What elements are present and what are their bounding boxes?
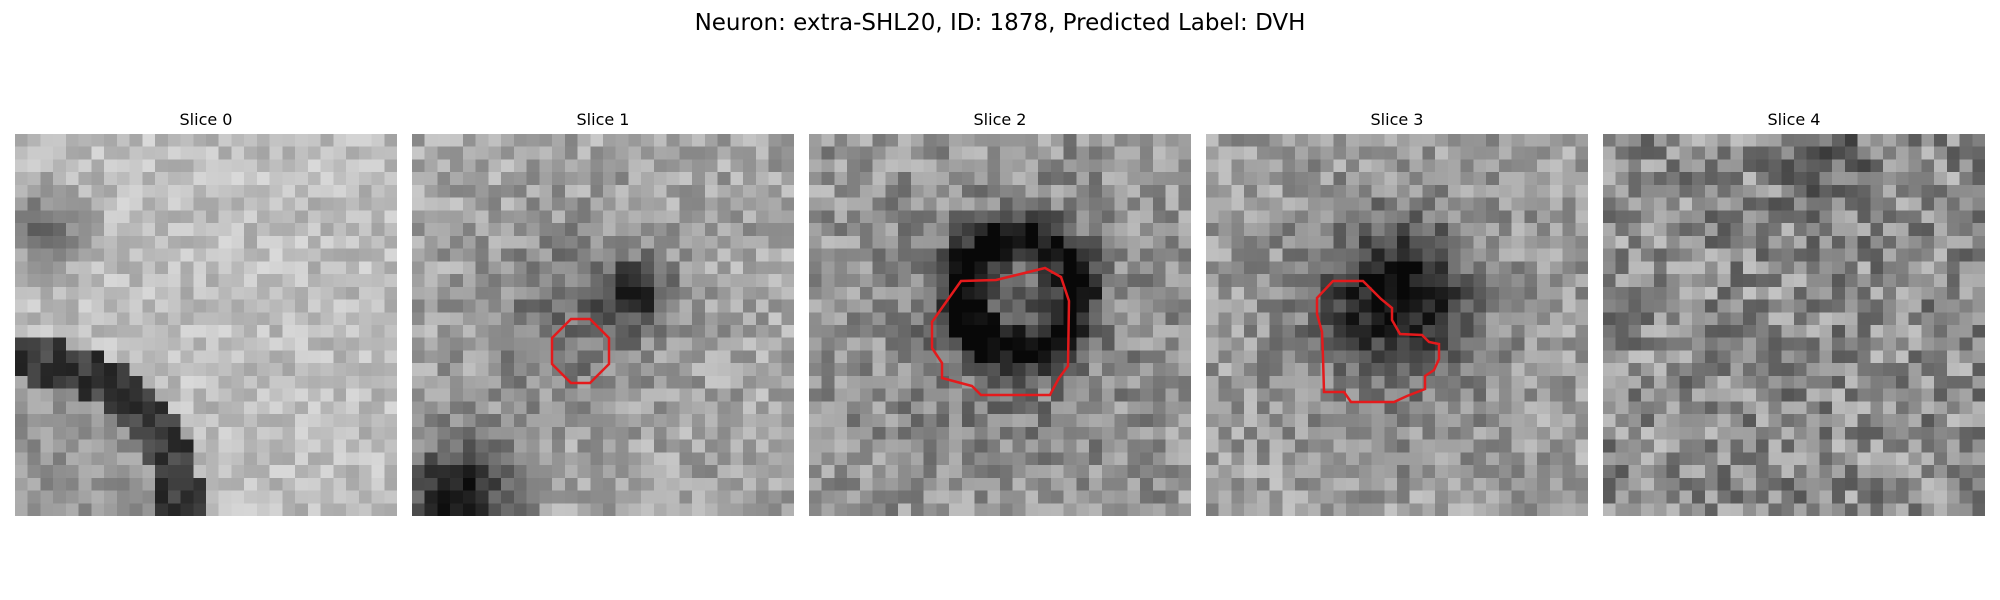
roi-contour [930, 266, 1071, 397]
slice-1-pixels [412, 134, 794, 516]
roi-contour [550, 317, 611, 385]
slice-3-pixels [1206, 134, 1588, 516]
roi-contour-overlay [1315, 279, 1441, 404]
slice-image [1206, 134, 1588, 516]
figure-title: Neuron: extra-SHL20, ID: 1878, Predicted… [694, 10, 1306, 36]
slice-2-pixels [809, 134, 1191, 516]
slice-title: Slice 4 [1767, 110, 1821, 129]
slice-panel-2: Slice 2 [809, 108, 1191, 516]
slice-panel-0: Slice 0 [15, 108, 397, 516]
slice-image [1603, 134, 1985, 516]
slice-panel-1: Slice 1 [412, 108, 794, 516]
slice-panel-4: Slice 4 [1603, 108, 1985, 516]
slice-image [15, 134, 397, 516]
slice-panel-3: Slice 3 [1206, 108, 1588, 516]
slice-image [809, 134, 1191, 516]
roi-contour [1315, 279, 1441, 404]
roi-contour-overlay [550, 317, 611, 385]
slice-title: Slice 0 [179, 110, 233, 129]
slice-title: Slice 2 [973, 110, 1027, 129]
roi-contour-overlay [930, 266, 1071, 397]
slice-image [412, 134, 794, 516]
slice-4-pixels [1603, 134, 1985, 516]
slice-0-pixels [15, 134, 397, 516]
slice-title: Slice 3 [1370, 110, 1424, 129]
slice-title: Slice 1 [576, 110, 630, 129]
